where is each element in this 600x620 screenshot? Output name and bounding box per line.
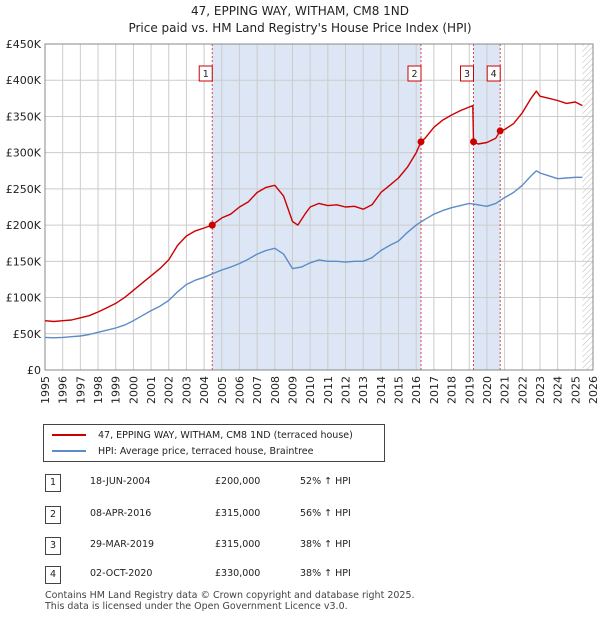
y-tick-label: £450K [6,38,42,51]
transaction-price: £200,000 [215,476,261,487]
footer-attribution: Contains HM Land Registry data © Crown c… [45,590,415,612]
transaction-hpi: 56% ↑ HPI [300,508,351,519]
x-tick-label: 2019 [463,376,476,404]
x-tick-label: 2011 [322,376,335,404]
transaction-label-1: 1 [203,69,209,80]
y-tick-label: £150K [6,255,42,268]
x-tick-label: 2005 [216,376,229,404]
chart-subtitle: Price paid vs. HM Land Registry's House … [128,21,472,35]
y-tick-label: £50K [13,328,42,341]
transaction-label-2: 2 [411,69,417,80]
transaction-date: 18-JUN-2004 [90,476,151,487]
transaction-label-box-3 [460,65,475,82]
x-tick-label: 1996 [57,376,70,404]
legend-label-hpi: HPI: Average price, terraced house, Brai… [98,445,314,457]
legend-swatch-hpi [52,450,86,452]
transaction-point-3 [470,138,478,146]
x-tick-label: 2010 [304,376,317,404]
y-tick-label: £350K [6,110,42,123]
y-tick-label: £0 [27,364,41,377]
x-tick-label: 2007 [251,376,264,404]
x-tick-label: 2014 [375,376,388,404]
transaction-point-1 [208,221,216,229]
x-tick-label: 2017 [428,376,441,404]
transaction-price: £315,000 [215,508,261,519]
legend-label-property: 47, EPPING WAY, WITHAM, CM8 1ND (terrace… [98,429,353,441]
transaction-label-box-1 [198,65,213,82]
x-tick-label: 2016 [410,376,423,404]
legend: 47, EPPING WAY, WITHAM, CM8 1ND (terrace… [43,424,385,462]
transaction-number: 2 [45,506,61,524]
footer-line-1: Contains HM Land Registry data © Crown c… [45,590,415,601]
y-tick-label: £100K [6,292,42,305]
transaction-label-3: 3 [464,69,470,80]
transaction-price: £330,000 [215,568,261,579]
y-tick-label: £250K [6,183,42,196]
x-tick-label: 2002 [163,376,176,404]
x-tick-label: 2021 [499,376,512,404]
transaction-hpi: 52% ↑ HPI [300,476,351,487]
x-tick-label: 1995 [39,376,52,404]
transaction-hpi: 38% ↑ HPI [300,539,351,550]
legend-item-property: 47, EPPING WAY, WITHAM, CM8 1ND (terrace… [52,428,353,442]
transaction-label-box-4 [486,65,501,82]
x-tick-label: 1999 [110,376,123,404]
transaction-date: 02-OCT-2020 [90,568,153,579]
legend-swatch-property [52,434,86,436]
x-tick-label: 2026 [587,376,600,404]
x-tick-label: 1998 [92,376,105,404]
transaction-price: £315,000 [215,539,261,550]
transaction-number: 4 [45,566,61,584]
shaded-range-1 [212,44,421,370]
x-tick-label: 2015 [393,376,406,404]
transaction-point-2 [417,138,425,146]
y-tick-label: £400K [6,74,42,87]
x-tick-label: 2003 [180,376,193,404]
x-tick-label: 2000 [127,376,140,404]
transaction-date: 29-MAR-2019 [90,539,155,550]
price-chart: 1 2 3 4 £0 £50K £100K £150K £200K £250K £300K £350K… [6,38,600,404]
x-tick-label: 2025 [569,376,582,404]
x-tick-label: 2013 [357,376,370,404]
hpi-line [44,170,583,339]
transaction-number: 1 [45,474,61,492]
x-tick-label: 1997 [74,376,87,404]
transaction-label-box-2 [407,65,422,82]
legend-item-hpi: HPI: Average price, terraced house, Brai… [52,444,313,458]
x-tick-label: 2006 [233,376,246,404]
x-tick-label: 2012 [340,376,353,404]
transaction-date: 08-APR-2016 [90,508,152,519]
x-tick-label: 2020 [481,376,494,404]
x-tick-label: 2024 [552,376,565,404]
transaction-label-4: 4 [491,69,497,80]
forecast-region [582,44,593,370]
x-tick-label: 2023 [534,376,547,404]
x-tick-label: 2022 [516,376,529,404]
x-tick-label: 2004 [198,376,211,404]
plot-frame [44,43,594,371]
chart-title: 47, EPPING WAY, WITHAM, CM8 1ND [190,4,409,18]
x-tick-label: 2009 [286,376,299,404]
y-tick-label: £300K [6,147,42,160]
x-tick-label: 2001 [145,376,158,404]
footer-line-2: This data is licensed under the Open Gov… [45,601,348,612]
x-tick-label: 2008 [269,376,282,404]
y-tick-label: £200K [6,219,42,232]
transaction-point-4 [496,127,504,135]
x-tick-label: 2018 [446,376,459,404]
transaction-number: 3 [45,537,61,555]
transaction-hpi: 38% ↑ HPI [300,568,351,579]
